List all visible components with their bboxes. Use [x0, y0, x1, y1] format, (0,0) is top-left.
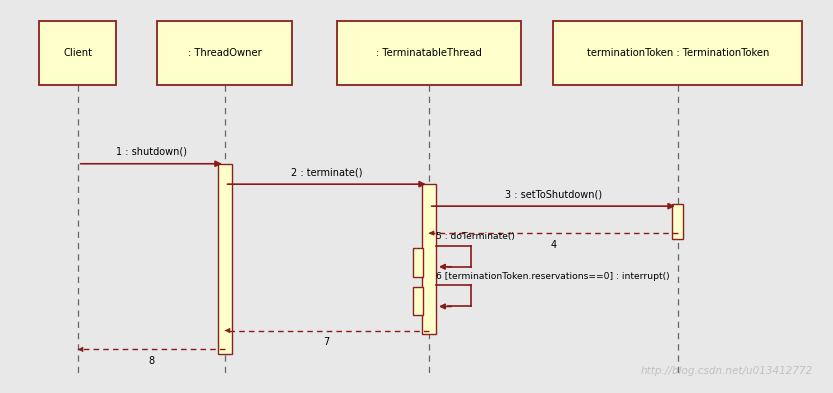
Text: 8: 8: [148, 356, 154, 366]
Text: : ThreadOwner: : ThreadOwner: [187, 48, 262, 58]
Bar: [157, 21, 292, 85]
Text: : ThreadOwner: : ThreadOwner: [187, 48, 262, 58]
Text: http://blog.csdn.net/u013412772: http://blog.csdn.net/u013412772: [641, 365, 812, 376]
Text: 7: 7: [323, 338, 330, 347]
Bar: [337, 21, 521, 85]
Bar: [421, 184, 436, 334]
Bar: [217, 164, 232, 354]
Text: : TerminatableThread: : TerminatableThread: [376, 48, 481, 58]
Text: 2 : terminate(): 2 : terminate(): [291, 167, 362, 177]
Text: : TerminatableThread: : TerminatableThread: [376, 48, 481, 58]
Text: 6 [terminationToken.reservations==0] : interrupt(): 6 [terminationToken.reservations==0] : i…: [436, 272, 670, 281]
Text: Client: Client: [63, 48, 92, 58]
Text: 4: 4: [550, 240, 556, 250]
Text: 1 : shutdown(): 1 : shutdown(): [116, 147, 187, 157]
Text: terminationToken : TerminationToken: terminationToken : TerminationToken: [586, 48, 769, 58]
Bar: [553, 21, 802, 85]
Text: 3 : setToShutdown(): 3 : setToShutdown(): [505, 189, 601, 199]
Bar: [413, 248, 423, 277]
Bar: [672, 204, 683, 239]
Bar: [413, 287, 423, 315]
Text: terminationToken : TerminationToken: terminationToken : TerminationToken: [586, 48, 769, 58]
Bar: [39, 21, 117, 85]
Text: 5 : doTerminate(): 5 : doTerminate(): [436, 232, 515, 241]
Text: Client: Client: [63, 48, 92, 58]
